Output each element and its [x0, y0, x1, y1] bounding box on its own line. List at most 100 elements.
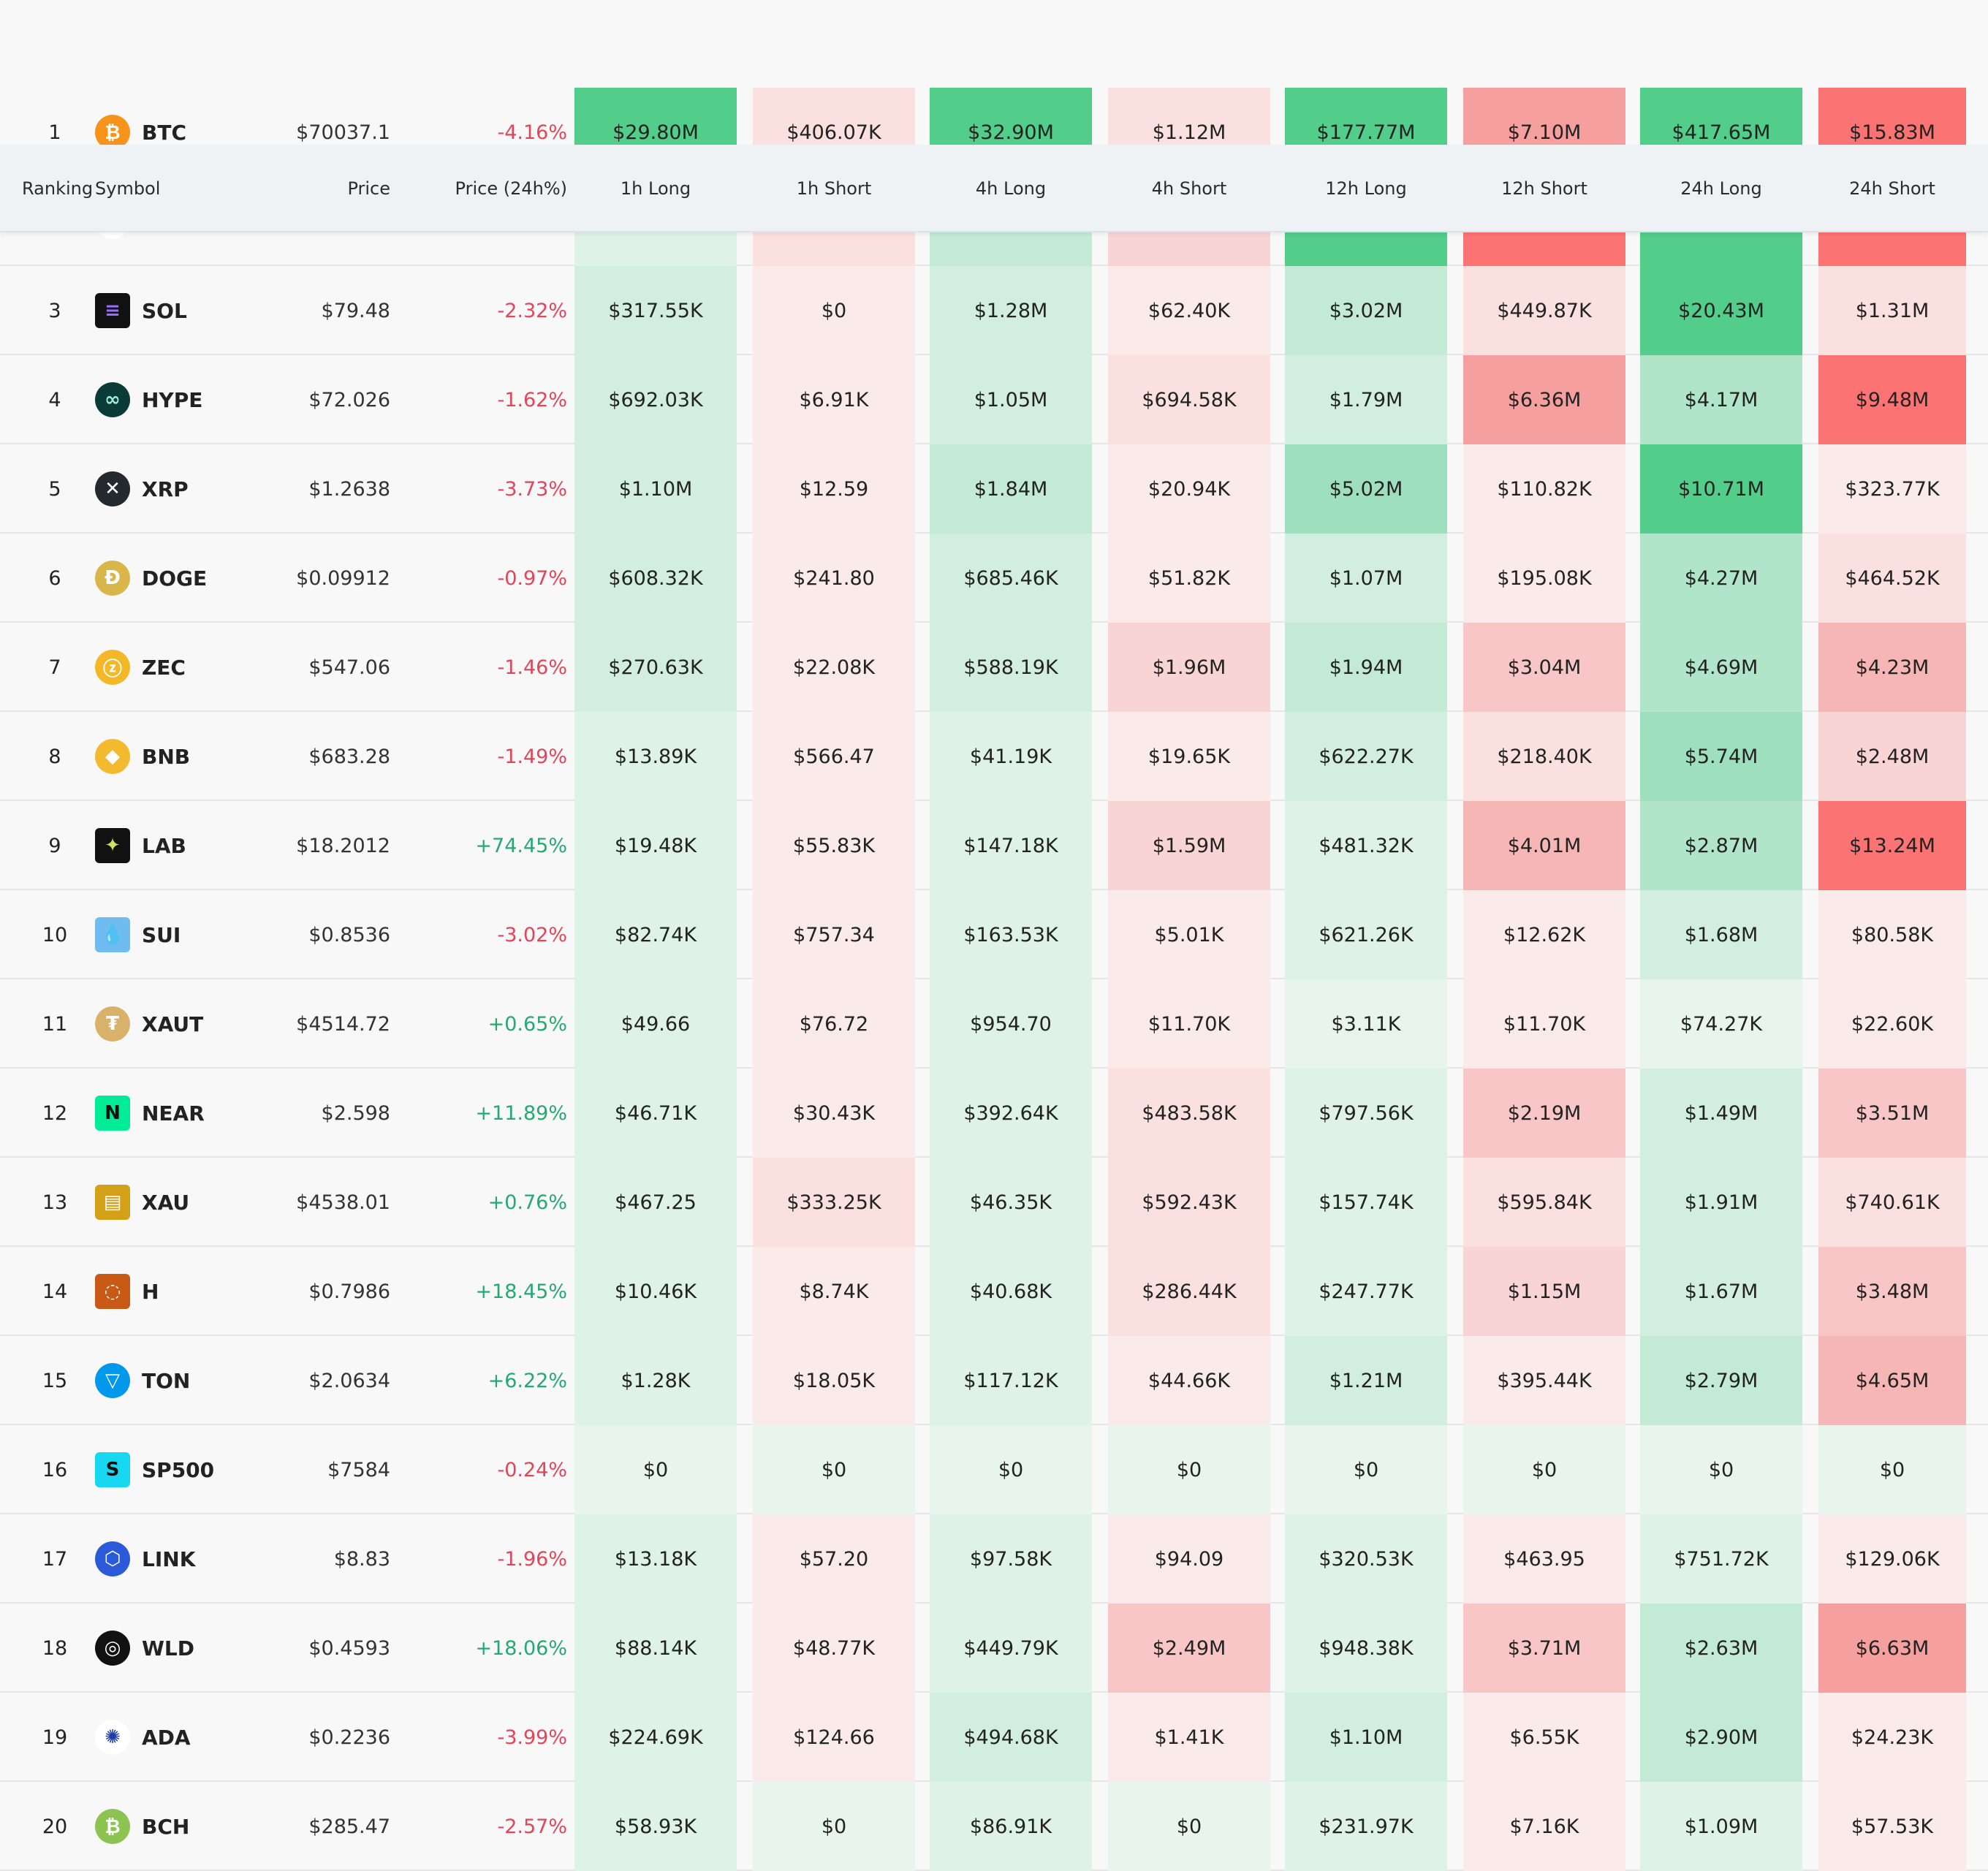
header-24h-short[interactable]: 24h Short — [1849, 178, 1935, 199]
table-row[interactable]: 19 ✺ ADA $0.2236 -3.99% $224.69K $124.66 $49… — [0, 1693, 1988, 1782]
cell-4h-short: $0 — [1108, 1782, 1270, 1871]
cell-1h-long: $270.63K — [574, 623, 737, 712]
symbol-name: NEAR — [142, 1101, 205, 1126]
cell-4h-long: $117.12K — [930, 1336, 1092, 1425]
header-4h-long[interactable]: 4h Long — [975, 178, 1047, 199]
rank-cell: 20 — [42, 1815, 68, 1838]
header-12h-short[interactable]: 12h Short — [1501, 178, 1587, 199]
table-row[interactable]: 12 N NEAR $2.598 +11.89% $46.71K $30.43K $39… — [0, 1069, 1988, 1158]
cell-1h-short: $6.91K — [753, 355, 915, 444]
doge-icon: Ð — [95, 561, 130, 596]
cell-1h-long: $608.32K — [574, 534, 737, 623]
symbol-name: LINK — [142, 1546, 196, 1571]
symbol-cell[interactable]: ∞ HYPE — [95, 355, 278, 444]
symbol-cell[interactable]: ₮ XAUT — [95, 979, 278, 1069]
cell-24h-short: $13.24M — [1818, 801, 1966, 890]
near-icon: N — [95, 1096, 130, 1131]
price-change-cell: -2.57% — [497, 1815, 567, 1838]
cell-4h-long: $685.46K — [930, 534, 1092, 623]
symbol-name: BNB — [142, 744, 191, 769]
table-row[interactable]: 4 ∞ HYPE $72.026 -1.62% $692.03K $6.91K $1.0… — [0, 355, 1988, 444]
cell-4h-short: $592.43K — [1108, 1158, 1270, 1247]
table-row[interactable]: 8 ◆ BNB $683.28 -1.49% $13.89K $566.47 $41.1… — [0, 712, 1988, 801]
price-cell: $285.47 — [308, 1815, 390, 1838]
cell-12h-short: $1.15M — [1463, 1247, 1625, 1336]
symbol-cell[interactable]: S SP500 — [95, 1425, 278, 1514]
symbol-cell[interactable]: ◆ BNB — [95, 712, 278, 801]
cell-12h-short: $7.16K — [1463, 1782, 1625, 1871]
table-row[interactable]: 15 ▽ TON $2.0634 +6.22% $1.28K $18.05K $117.… — [0, 1336, 1988, 1425]
rank-cell: 5 — [48, 477, 61, 501]
symbol-cell[interactable]: ▽ TON — [95, 1336, 278, 1425]
cell-24h-long: $1.09M — [1640, 1782, 1802, 1871]
symbol-cell[interactable]: ₿ BCH — [95, 1782, 278, 1871]
table-row[interactable]: 13 ▤ XAU $4538.01 +0.76% $467.25 $333.25K $4… — [0, 1158, 1988, 1247]
cell-24h-long: $4.27M — [1640, 534, 1802, 623]
cell-12h-short: $218.40K — [1463, 712, 1625, 801]
h-icon: ◌ — [95, 1274, 130, 1309]
header-12h-long[interactable]: 12h Long — [1325, 178, 1407, 199]
cell-24h-short: $4.23M — [1818, 623, 1966, 712]
cell-4h-long: $1.28M — [930, 266, 1092, 355]
symbol-cell[interactable]: ⬡ LINK — [95, 1514, 278, 1604]
price-change-cell: -1.62% — [497, 388, 567, 411]
header-4h-short[interactable]: 4h Short — [1151, 178, 1227, 199]
symbol-cell[interactable]: ✺ ADA — [95, 1693, 278, 1782]
symbol-cell[interactable]: 💧 SUI — [95, 890, 278, 979]
symbol-cell[interactable]: ◎ WLD — [95, 1604, 278, 1693]
header-ranking[interactable]: Ranking — [22, 178, 94, 199]
cell-1h-long: $13.89K — [574, 712, 737, 801]
cell-4h-short: $2.49M — [1108, 1604, 1270, 1693]
price-change-cell: -4.16% — [497, 121, 567, 144]
table-row[interactable]: 6 Ð DOGE $0.09912 -0.97% $608.32K $241.80 $6… — [0, 534, 1988, 623]
header-24h-long[interactable]: 24h Long — [1680, 178, 1762, 199]
table-row[interactable]: 20 ₿ BCH $285.47 -2.57% $58.93K $0 $86.91K $0… — [0, 1782, 1988, 1871]
cell-4h-short: $44.66K — [1108, 1336, 1270, 1425]
sui-icon: 💧 — [95, 917, 130, 952]
table-row[interactable]: 10 💧 SUI $0.8536 -3.02% $82.74K $757.34 $163… — [0, 890, 1988, 979]
cell-12h-long: $157.74K — [1285, 1158, 1447, 1247]
symbol-cell[interactable]: ✕ XRP — [95, 444, 278, 534]
cell-24h-short: $2.48M — [1818, 712, 1966, 801]
cell-24h-short: $9.48M — [1818, 355, 1966, 444]
table-row[interactable]: 11 ₮ XAUT $4514.72 +0.65% $49.66 $76.72 $954… — [0, 979, 1988, 1069]
table-row[interactable]: 3 ≡ SOL $79.48 -2.32% $317.55K $0 $1.28M $62.… — [0, 266, 1988, 355]
cell-4h-short: $94.09 — [1108, 1514, 1270, 1604]
table-row[interactable]: 7 ⓩ ZEC $547.06 -1.46% $270.63K $22.08K $588… — [0, 623, 1988, 712]
table-row[interactable]: 5 ✕ XRP $1.2638 -3.73% $1.10M $12.59 $1.84M $… — [0, 444, 1988, 534]
cell-12h-long: $797.56K — [1285, 1069, 1447, 1158]
price-cell: $1.2638 — [308, 477, 390, 501]
symbol-cell[interactable]: ≡ SOL — [95, 266, 278, 355]
header-price-change[interactable]: Price (24h%) — [455, 178, 567, 199]
cell-24h-long: $1.91M — [1640, 1158, 1802, 1247]
cell-1h-long: $10.46K — [574, 1247, 737, 1336]
header-price[interactable]: Price — [347, 178, 390, 199]
cell-12h-long: $1.10M — [1285, 1693, 1447, 1782]
header-symbol[interactable]: Symbol — [95, 178, 161, 199]
wld-icon: ◎ — [95, 1631, 130, 1666]
rank-cell: 8 — [48, 745, 61, 768]
table-row[interactable]: 18 ◎ WLD $0.4593 +18.06% $88.14K $48.77K $44… — [0, 1604, 1988, 1693]
table-row[interactable]: 14 ◌ H $0.7986 +18.45% $10.46K $8.74K $40.68… — [0, 1247, 1988, 1336]
symbol-cell[interactable]: N NEAR — [95, 1069, 278, 1158]
table-row[interactable]: 9 ✦ LAB $18.2012 +74.45% $19.48K $55.83K $14… — [0, 801, 1988, 890]
price-change-cell: +6.22% — [487, 1369, 567, 1392]
symbol-cell[interactable]: Ð DOGE — [95, 534, 278, 623]
cell-12h-short: $110.82K — [1463, 444, 1625, 534]
symbol-cell[interactable]: ◌ H — [95, 1247, 278, 1336]
header-1h-long[interactable]: 1h Long — [620, 178, 691, 199]
table-row[interactable]: 16 S SP500 $7584 -0.24% $0 $0 $0 $0 $0 $0 $0 $0 — [0, 1425, 1988, 1514]
price-cell: $4538.01 — [296, 1191, 390, 1214]
cell-4h-long: $41.19K — [930, 712, 1092, 801]
symbol-cell[interactable]: ▤ XAU — [95, 1158, 278, 1247]
header-1h-short[interactable]: 1h Short — [796, 178, 872, 199]
symbol-cell[interactable]: ₿ BTC — [95, 88, 278, 177]
symbol-cell[interactable]: ⓩ ZEC — [95, 623, 278, 712]
symbol-cell[interactable]: ✦ LAB — [95, 801, 278, 890]
rank-cell: 17 — [42, 1547, 68, 1571]
cell-1h-long: $467.25 — [574, 1158, 737, 1247]
cell-12h-long: $1.07M — [1285, 534, 1447, 623]
cell-4h-long: $1.05M — [930, 355, 1092, 444]
table-row[interactable]: 17 ⬡ LINK $8.83 -1.96% $13.18K $57.20 $97.58… — [0, 1514, 1988, 1604]
cell-4h-long: $46.35K — [930, 1158, 1092, 1247]
